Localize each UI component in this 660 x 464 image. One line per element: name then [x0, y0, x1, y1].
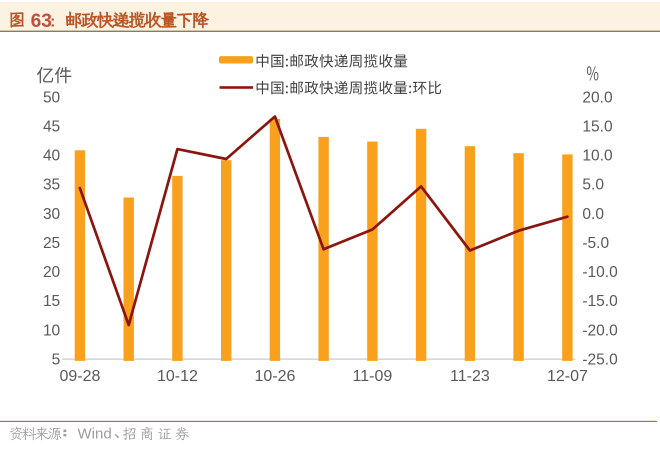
svg-text:-5.0: -5.0: [582, 235, 609, 252]
svg-text:10-12: 10-12: [157, 368, 198, 385]
svg-text:-25.0: -25.0: [582, 351, 618, 368]
svg-text:50: 50: [43, 89, 61, 106]
svg-text:25: 25: [43, 235, 60, 252]
svg-text:11-23: 11-23: [450, 368, 490, 385]
svg-text:20.0: 20.0: [582, 89, 613, 106]
svg-text:10-26: 10-26: [254, 368, 295, 385]
svg-text:0.0: 0.0: [582, 206, 604, 223]
svg-text:-15.0: -15.0: [582, 293, 618, 310]
svg-text:10.0: 10.0: [582, 148, 613, 165]
svg-text:12-07: 12-07: [547, 368, 588, 385]
svg-text:45: 45: [43, 118, 60, 135]
svg-text:15: 15: [43, 293, 60, 310]
svg-text:20: 20: [43, 264, 61, 281]
svg-text:11-09: 11-09: [353, 368, 393, 385]
svg-text::: :: [50, 13, 55, 30]
svg-text:40: 40: [43, 148, 61, 165]
svg-text:09-28: 09-28: [59, 368, 100, 385]
svg-text:10: 10: [43, 322, 61, 339]
svg-text:63: 63: [31, 11, 52, 32]
svg-text:-20.0: -20.0: [582, 322, 618, 339]
svg-text:5: 5: [52, 351, 61, 368]
svg-text:30: 30: [43, 206, 61, 223]
svg-text:Wind: Wind: [78, 425, 112, 442]
svg-text:-10.0: -10.0: [582, 264, 618, 281]
svg-text:35: 35: [43, 177, 60, 194]
svg-text:5.0: 5.0: [582, 177, 604, 194]
svg-text:15.0: 15.0: [582, 118, 613, 135]
